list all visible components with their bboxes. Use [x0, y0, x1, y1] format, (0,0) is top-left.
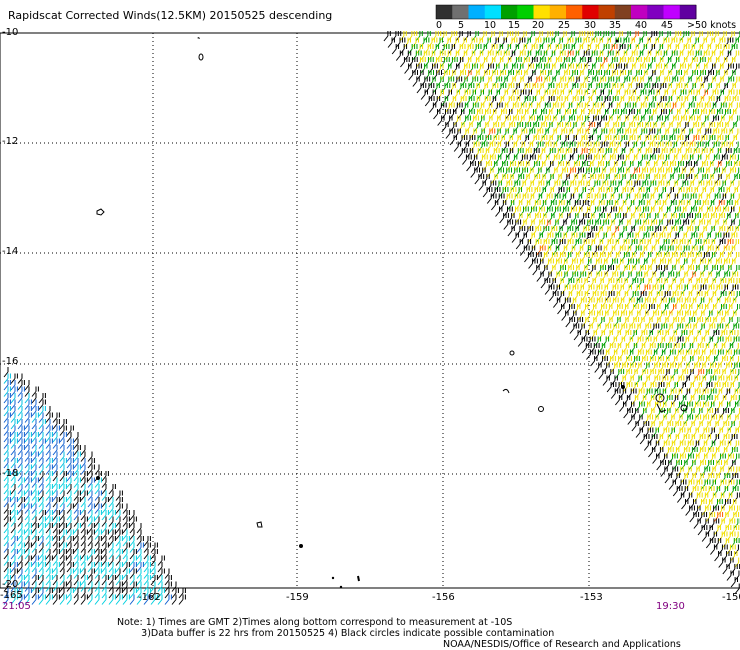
time-right: 19:30 — [656, 601, 685, 612]
credit-line: NOAA/NESDIS/Office of Research and Appli… — [443, 639, 681, 650]
legend-label: 5 — [458, 20, 465, 31]
legend-swatch — [614, 5, 632, 19]
lat-label-16: -16 — [2, 356, 19, 367]
legend-swatch — [501, 5, 518, 19]
legend-label: 25 — [558, 20, 571, 31]
lon-label-150: -150 — [722, 592, 740, 603]
legend-swatch — [679, 5, 697, 19]
islands — [96, 37, 688, 589]
legend-swatch — [484, 5, 502, 19]
lat-label-10: -10 — [2, 27, 19, 38]
lon-label-165: -165 — [0, 590, 23, 601]
lat-label-12: -12 — [2, 136, 19, 147]
legend-swatch — [631, 5, 648, 19]
legend-swatch — [436, 5, 453, 19]
legend-label: 40 — [635, 20, 648, 31]
wind-barbs — [3, 31, 740, 605]
legend-swatch — [647, 5, 664, 19]
legend-swatch — [663, 5, 681, 19]
lat-label-14: -14 — [2, 246, 19, 257]
legend-swatch — [598, 5, 616, 19]
legend-swatch — [582, 5, 599, 19]
legend-label: 30 — [584, 20, 597, 31]
legend-label: 35 — [609, 20, 622, 31]
legend-label: 45 — [661, 20, 674, 31]
legend-swatch — [533, 5, 551, 19]
legend-label: 20 — [532, 20, 545, 31]
legend-label: >50 knots — [687, 20, 737, 31]
lon-label-153: -153 — [580, 592, 603, 603]
legend-label: 15 — [508, 20, 521, 31]
lon-label-156: -156 — [432, 592, 455, 603]
lat-label-20: -20 — [2, 579, 19, 590]
legend-label: 10 — [484, 20, 497, 31]
wind-speed-legend — [435, 4, 697, 20]
legend-swatch — [566, 5, 583, 19]
lon-label-159: -159 — [286, 592, 309, 603]
map-title: Rapidscat Corrected Winds(12.5KM) 201505… — [8, 9, 333, 22]
legend-swatch — [517, 5, 534, 19]
legend-swatch — [468, 5, 486, 19]
notes: Note: 1) Times are GMT 2)Times along bot… — [117, 617, 555, 639]
legend-swatch — [549, 5, 567, 19]
lon-label-162: -162 — [138, 592, 161, 603]
legend-label: 0 — [436, 20, 443, 31]
time-left: 21:05 — [2, 601, 31, 612]
map-frame — [0, 32, 740, 589]
legend-swatch — [452, 5, 469, 19]
lat-label-18: -18 — [2, 468, 19, 479]
